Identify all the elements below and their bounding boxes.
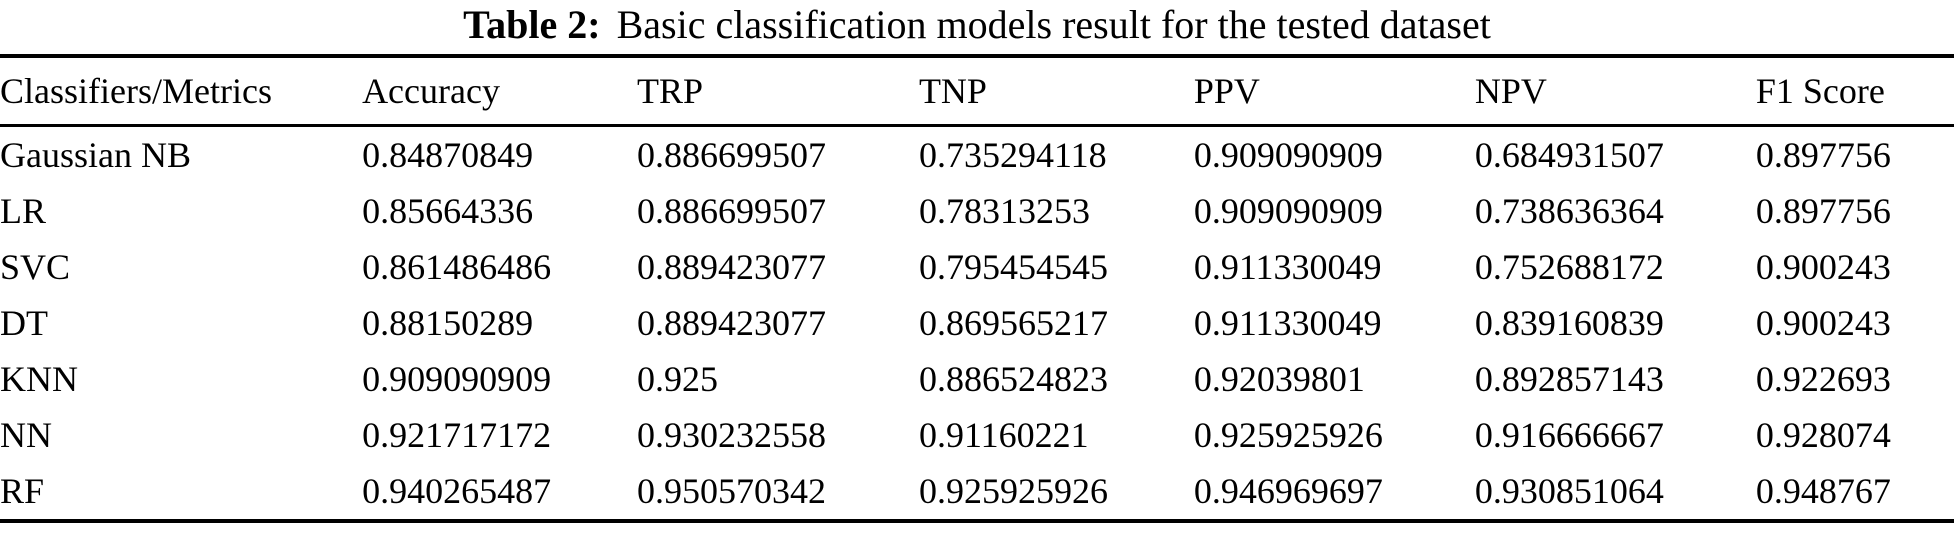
metric-value-trp: 0.886699507 — [636, 135, 826, 175]
metric-value-tnp: 0.795454545 — [918, 247, 1108, 287]
table-caption-label: Table 2: — [463, 2, 601, 47]
metric-value-f1: 0.900243 — [1755, 303, 1891, 343]
table-row-lr: LR 0.85664336 0.886699507 0.78313253 0.9… — [0, 183, 1954, 239]
metric-value-f1: 0.897756 — [1755, 135, 1891, 175]
metric-value-npv: 0.684931507 — [1474, 135, 1664, 175]
classifier-name: SVC — [0, 247, 71, 287]
column-header-trp: TRP — [636, 56, 919, 127]
metric-value-accuracy: 0.861486486 — [362, 247, 552, 287]
metric-value-ppv: 0.911330049 — [1193, 247, 1382, 287]
metric-value-tnp: 0.91160221 — [918, 415, 1089, 455]
metric-value-npv: 0.738636364 — [1474, 191, 1664, 231]
metric-value-tnp: 0.735294118 — [918, 135, 1107, 175]
column-header-npv: NPV — [1474, 56, 1756, 127]
metric-value-ppv: 0.92039801 — [1193, 359, 1365, 399]
metric-value-tnp: 0.869565217 — [918, 303, 1108, 343]
classifier-name: LR — [0, 191, 47, 231]
metric-value-npv: 0.892857143 — [1474, 359, 1664, 399]
column-header-f1-score: F1 Score — [1755, 56, 1954, 127]
metric-value-ppv: 0.909090909 — [1193, 135, 1383, 175]
classifier-name: DT — [0, 303, 48, 343]
metric-value-accuracy: 0.88150289 — [362, 303, 534, 343]
table-row-dt: DT 0.88150289 0.889423077 0.869565217 0.… — [0, 295, 1954, 351]
column-header-classifiers-metrics: Classifiers/Metrics — [0, 56, 363, 127]
column-header-tnp: TNP — [918, 56, 1194, 127]
metric-value-npv: 0.916666667 — [1474, 415, 1664, 455]
table-row-rf: RF 0.940265487 0.950570342 0.925925926 0… — [0, 463, 1954, 521]
metric-value-accuracy: 0.85664336 — [362, 191, 534, 231]
table-row-knn: KNN 0.909090909 0.925 0.886524823 0.9203… — [0, 351, 1954, 407]
table-row-svc: SVC 0.861486486 0.889423077 0.795454545 … — [0, 239, 1954, 295]
metric-value-accuracy: 0.84870849 — [362, 135, 534, 175]
table-row-nn: NN 0.921717172 0.930232558 0.91160221 0.… — [0, 407, 1954, 463]
table-caption-text: Basic classification models result for t… — [616, 2, 1491, 47]
classifier-name: RF — [0, 471, 45, 511]
metric-value-trp: 0.889423077 — [636, 303, 826, 343]
metric-value-ppv: 0.911330049 — [1193, 303, 1382, 343]
metric-value-f1: 0.922693 — [1755, 359, 1891, 399]
metric-value-f1: 0.900243 — [1755, 247, 1891, 287]
table-caption: Table 2: Basic classification models resu… — [0, 0, 1954, 54]
metric-value-trp: 0.886699507 — [636, 191, 826, 231]
metric-value-f1: 0.948767 — [1755, 471, 1891, 511]
metric-value-f1: 0.897756 — [1755, 191, 1891, 231]
metric-value-ppv: 0.946969697 — [1193, 471, 1383, 511]
metric-value-npv: 0.930851064 — [1474, 471, 1664, 511]
metric-value-tnp: 0.78313253 — [918, 191, 1090, 231]
results-table: Classifiers/Metrics Accuracy TRP TNP PPV… — [0, 54, 1954, 523]
metric-value-tnp: 0.886524823 — [918, 359, 1108, 399]
classifier-name: KNN — [0, 359, 78, 399]
classifier-name: Gaussian NB — [0, 135, 191, 175]
metric-value-accuracy: 0.921717172 — [362, 415, 552, 455]
metric-value-f1: 0.928074 — [1755, 415, 1891, 455]
metric-value-trp: 0.950570342 — [636, 471, 826, 511]
metric-value-trp: 0.925 — [636, 359, 718, 399]
metric-value-npv: 0.752688172 — [1474, 247, 1664, 287]
metric-value-accuracy: 0.940265487 — [362, 471, 552, 511]
metric-value-trp: 0.889423077 — [636, 247, 826, 287]
column-header-ppv: PPV — [1193, 56, 1475, 127]
metric-value-trp: 0.930232558 — [636, 415, 826, 455]
metric-value-ppv: 0.909090909 — [1193, 191, 1383, 231]
classifier-name: NN — [0, 415, 52, 455]
header-row: Classifiers/Metrics Accuracy TRP TNP PPV… — [0, 56, 1954, 127]
metric-value-tnp: 0.925925926 — [918, 471, 1108, 511]
metric-value-npv: 0.839160839 — [1474, 303, 1664, 343]
metric-value-accuracy: 0.909090909 — [362, 359, 552, 399]
table-row-gaussian-nb: Gaussian NB 0.84870849 0.886699507 0.735… — [0, 126, 1954, 184]
metric-value-ppv: 0.925925926 — [1193, 415, 1383, 455]
column-header-accuracy: Accuracy — [362, 56, 637, 127]
